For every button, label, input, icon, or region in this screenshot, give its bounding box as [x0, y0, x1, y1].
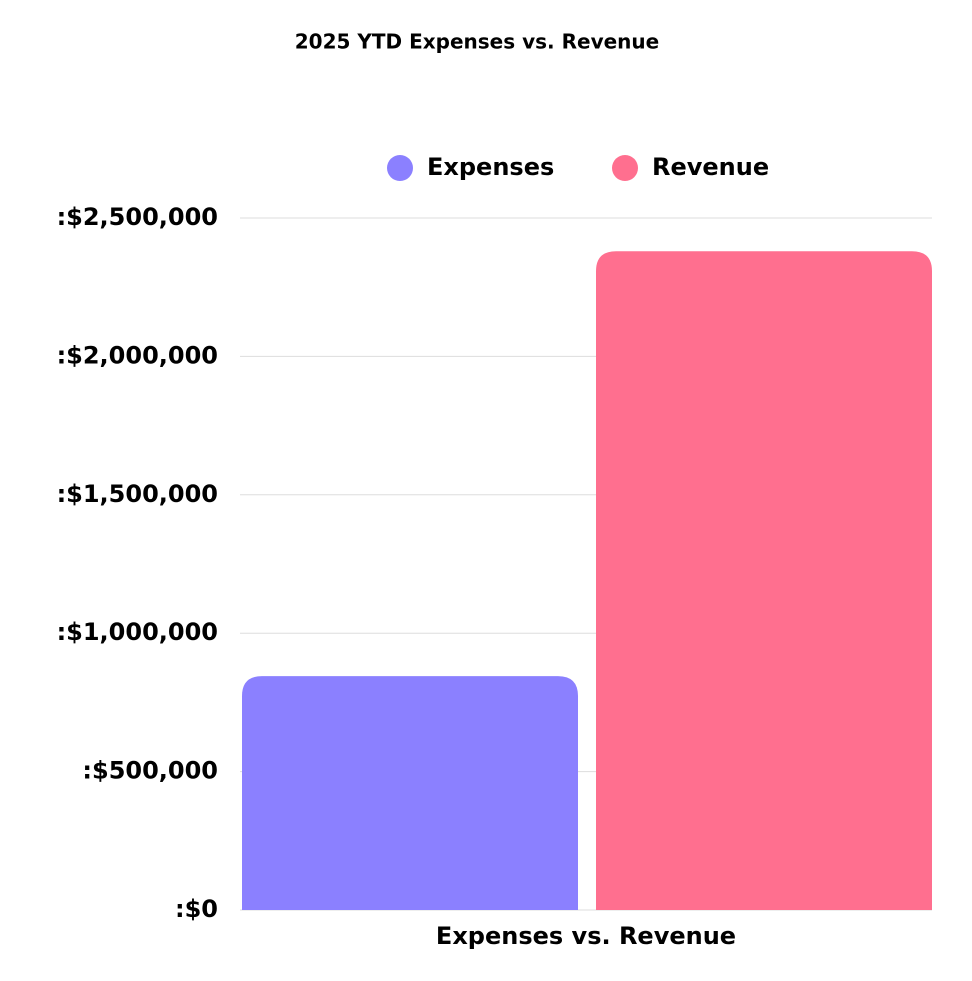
legend-label: Expenses — [427, 153, 554, 181]
legend-marker — [612, 155, 638, 181]
y-tick-label: :$1,500,000 — [57, 480, 218, 508]
y-tick-label: :$2,000,000 — [57, 341, 218, 369]
y-tick-label: :$500,000 — [82, 757, 218, 785]
x-tick-label: Expenses vs. Revenue — [436, 922, 736, 950]
bar — [242, 676, 578, 910]
chart-title: 2025 YTD Expenses vs. Revenue — [295, 30, 659, 54]
bar — [596, 251, 932, 910]
y-tick-label: :$0 — [175, 895, 218, 923]
legend-label: Revenue — [652, 153, 769, 181]
y-tick-label: :$2,500,000 — [57, 203, 218, 231]
legend-marker — [387, 155, 413, 181]
y-tick-label: :$1,000,000 — [57, 618, 218, 646]
